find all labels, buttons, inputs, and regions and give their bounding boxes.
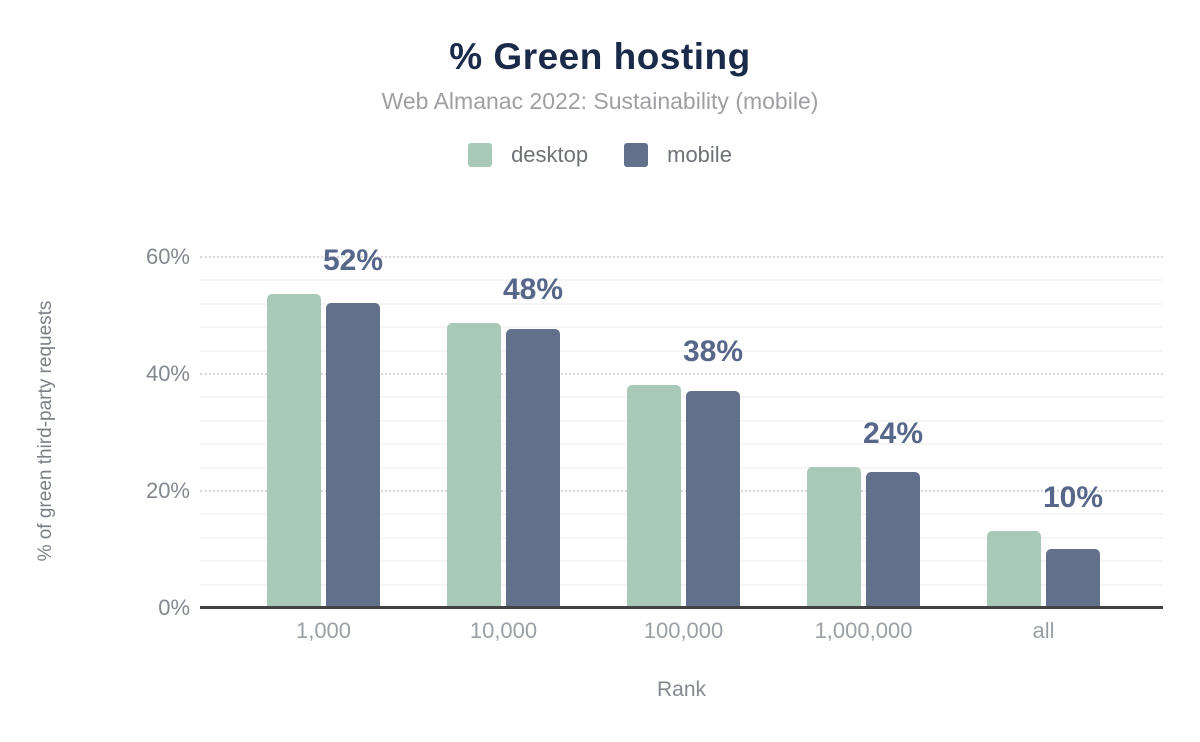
chart-title: % Green hosting — [449, 36, 751, 77]
minor-gridline — [200, 396, 1163, 399]
legend-item-mobile[interactable]: mobile — [624, 142, 732, 168]
major-gridline — [200, 373, 1163, 375]
minor-gridline — [200, 513, 1163, 516]
x-tick-label: all — [1032, 618, 1055, 643]
y-tick-label: 20% — [145, 478, 190, 503]
legend: desktop mobile — [0, 142, 1200, 168]
plot-area: 52% 48% 38% 24% 10% — [200, 244, 1163, 607]
bar-mobile-100000[interactable] — [686, 390, 740, 607]
minor-gridline — [200, 443, 1163, 446]
x-axis-title: Rank — [656, 678, 707, 701]
bar-desktop-all[interactable] — [987, 530, 1041, 607]
bar-value-label: 38% — [682, 334, 744, 368]
bar-value-label: 10% — [1042, 480, 1104, 514]
legend-swatch-mobile — [624, 143, 649, 167]
minor-gridline — [200, 583, 1163, 586]
x-tick-label: 10,000 — [469, 618, 538, 643]
bar-mobile-all[interactable] — [1046, 548, 1100, 607]
bar-desktop-1000000[interactable] — [807, 466, 861, 607]
bar-desktop-10000[interactable] — [447, 323, 501, 607]
legend-item-desktop[interactable]: desktop — [468, 142, 588, 168]
bar-mobile-10000[interactable] — [506, 329, 560, 607]
minor-gridline — [200, 560, 1163, 563]
minor-gridline — [200, 279, 1163, 282]
y-tick-label: 0% — [158, 595, 190, 620]
legend-swatch-desktop — [468, 143, 493, 167]
bar-value-label: 48% — [502, 273, 564, 307]
y-tick-label: 40% — [145, 361, 190, 386]
bar-desktop-1000[interactable] — [267, 294, 321, 607]
x-tick-label: 100,000 — [643, 618, 724, 643]
minor-gridline — [200, 349, 1163, 352]
y-axis-title-text: % of green third-party requests — [35, 300, 56, 562]
minor-gridline — [200, 326, 1163, 329]
major-gridline — [200, 490, 1163, 492]
bar-value-label: 24% — [862, 416, 924, 450]
bar-mobile-1000000[interactable] — [866, 472, 920, 607]
minor-gridline — [200, 466, 1163, 469]
bar-mobile-1000[interactable] — [326, 302, 380, 607]
minor-gridline — [200, 536, 1163, 539]
chart-subtitle: Web Almanac 2022: Sustainability (mobile… — [381, 88, 819, 114]
major-gridline — [200, 256, 1163, 258]
minor-gridline — [200, 419, 1163, 422]
x-axis-line — [200, 606, 1163, 609]
x-tick-label: 1,000 — [295, 618, 352, 643]
bar-value-label: 52% — [322, 244, 384, 278]
legend-label: mobile — [667, 142, 732, 167]
legend-label: desktop — [511, 142, 589, 167]
bar-desktop-100000[interactable] — [627, 384, 681, 607]
y-tick-label: 60% — [145, 244, 190, 269]
minor-gridline — [200, 302, 1163, 305]
x-tick-label: 1,000,000 — [814, 618, 913, 643]
